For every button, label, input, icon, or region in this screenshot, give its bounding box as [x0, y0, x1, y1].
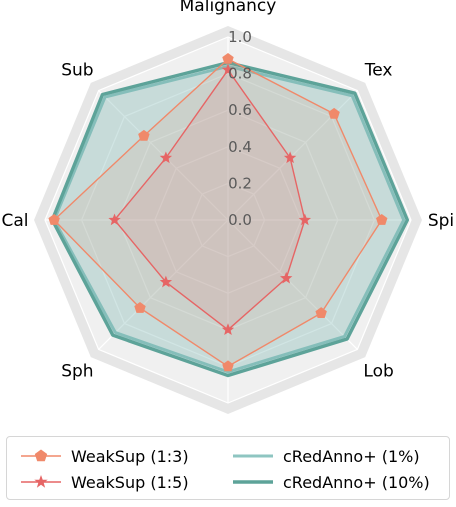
data-point-weaksup-1-3 — [222, 360, 234, 372]
line-marker-icon — [233, 480, 273, 484]
radar-chart: 0.0 0.2 0.4 0.6 0.8 1.0 Malignancy Tex Spi Lob Mar… — [1, 0, 454, 430]
legend-item-credanno-10: cRedAnno+ (10%) — [233, 471, 430, 493]
legend-label: WeakSup (1:3) — [71, 446, 189, 466]
axis-label-cal: Cal — [1, 211, 28, 231]
data-point-weaksup-1-5 — [298, 213, 312, 226]
grid-spoke — [98, 90, 229, 221]
legend-item-credanno-1: cRedAnno+ (1%) — [233, 445, 420, 467]
legend-item-weaksup-1-3: WeakSup (1:3) — [21, 445, 189, 467]
star-marker-icon — [21, 475, 61, 488]
series-credanno-10 — [50, 60, 410, 378]
data-point-weaksup-1-5 — [280, 271, 293, 284]
axis-label-malignancy: Malignancy — [180, 0, 277, 16]
data-point-weaksup-1-5 — [221, 323, 235, 336]
tick-label: 0.6 — [228, 101, 252, 119]
grid-spoke — [227, 219, 358, 350]
data-point-weaksup-1-3 — [138, 129, 150, 141]
legend-label: cRedAnno+ (1%) — [283, 446, 420, 466]
axis-label-sub: Sub — [61, 60, 93, 80]
labels: 0.0 0.2 0.4 0.6 0.8 1.0 Malignancy Tex Spi Lob Mar… — [1, 0, 454, 430]
axis-label-lob: Lob — [363, 362, 393, 382]
data-point-weaksup-1-5 — [221, 63, 235, 76]
pentagon-marker-icon — [21, 449, 61, 462]
legend: WeakSup (1:3) WeakSup (1:5) cRedAnno+ (1… — [6, 436, 450, 500]
line-marker-icon — [233, 454, 273, 458]
axis-label-mar: Mar — [212, 428, 244, 430]
data-point-weaksup-1-3 — [134, 301, 146, 313]
tick-label: 0.8 — [228, 65, 252, 83]
axis-label-sph: Sph — [61, 362, 93, 382]
axis-label-tex: Tex — [364, 60, 393, 80]
data-point-weaksup-1-5 — [159, 275, 173, 288]
series-layer — [48, 52, 410, 378]
tick-label: 0.2 — [228, 174, 252, 192]
data-point-weaksup-1-3 — [48, 214, 60, 225]
data-point-weaksup-1-3 — [222, 52, 234, 64]
tick-label: 0.4 — [228, 138, 252, 156]
data-point-weaksup-1-3 — [315, 307, 327, 319]
legend-label: WeakSup (1:5) — [71, 472, 189, 492]
tick-label: 1.0 — [228, 28, 252, 46]
tick-label: 0.0 — [228, 211, 252, 229]
legend-item-weaksup-1-5: WeakSup (1:5) — [21, 471, 189, 493]
data-point-weaksup-1-3 — [328, 107, 340, 119]
data-point-weaksup-1-3 — [376, 214, 388, 225]
legend-label: cRedAnno+ (10%) — [283, 472, 430, 492]
data-point-weaksup-1-5 — [159, 151, 173, 164]
data-point-weaksup-1-5 — [283, 151, 297, 164]
series-credanno-1 — [52, 64, 406, 374]
data-point-weaksup-1-5 — [108, 213, 121, 226]
axis-label-spi: Spi — [428, 211, 454, 231]
